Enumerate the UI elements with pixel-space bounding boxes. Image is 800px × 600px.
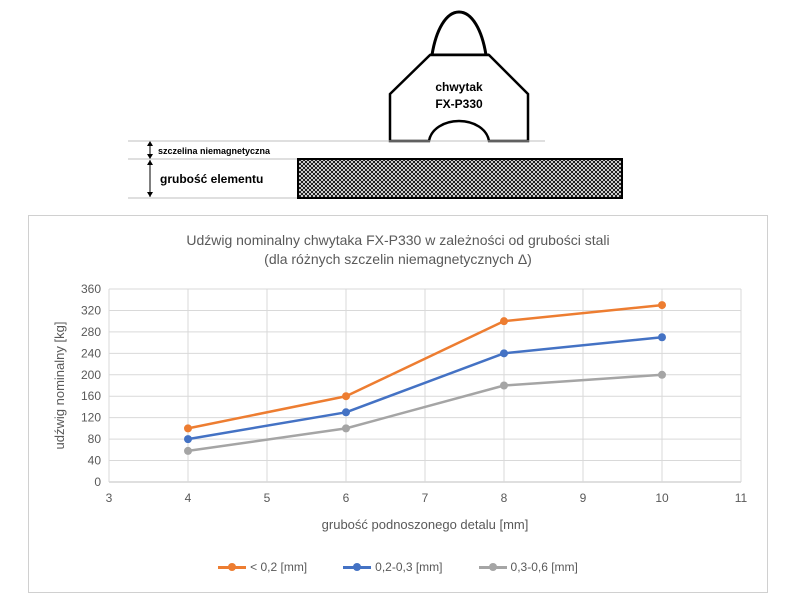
data-point bbox=[658, 333, 666, 342]
y-tick-label: 0 bbox=[94, 475, 101, 489]
legend-item-2: 0,2-0,3 [mm] bbox=[343, 560, 443, 574]
chart-title-line1: Udźwig nominalny chwytaka FX-P330 w zale… bbox=[186, 232, 610, 248]
legend-label: 0,2-0,3 [mm] bbox=[375, 560, 443, 574]
data-point bbox=[500, 317, 508, 326]
y-tick-label: 40 bbox=[88, 454, 102, 468]
line-chart: 0 40 80 120 160 200 240 280 320 360 3 4 5 6 7 8 9 10 11 gru… bbox=[52, 282, 748, 532]
data-point bbox=[342, 424, 350, 433]
y-tick-label: 360 bbox=[81, 282, 101, 296]
legend-label: < 0,2 [mm] bbox=[250, 560, 308, 574]
x-tick-label: 8 bbox=[501, 491, 508, 505]
legend-item-1: < 0,2 [mm] bbox=[218, 560, 307, 574]
x-axis-title: grubość podnoszonego detalu [mm] bbox=[322, 517, 529, 532]
data-point bbox=[500, 381, 508, 390]
data-point bbox=[658, 370, 666, 379]
y-tick-label: 120 bbox=[81, 411, 101, 425]
data-point bbox=[500, 349, 508, 358]
thickness-label: grubość elementu bbox=[160, 172, 263, 186]
y-tick-label: 160 bbox=[81, 389, 101, 403]
y-tick-label: 320 bbox=[81, 303, 101, 317]
legend-label: 0,3-0,6 [mm] bbox=[510, 560, 578, 574]
series-line-1 bbox=[187, 303, 663, 430]
chart-legend: < 0,2 [mm] 0,2-0,3 [mm] 0,3-0,6 [mm] bbox=[29, 560, 767, 574]
gap-arrow-down-icon bbox=[147, 154, 153, 159]
gripper-label-line1: chwytak bbox=[435, 80, 483, 94]
gripper-diagram: chwytak FX-P330 szczelina niemagnetyczna… bbox=[128, 10, 623, 199]
data-point bbox=[658, 301, 666, 310]
gripper-dome bbox=[430, 10, 488, 57]
y-tick-label: 80 bbox=[88, 432, 102, 446]
x-tick-label: 6 bbox=[343, 491, 350, 505]
data-point bbox=[184, 424, 192, 433]
series-line-2 bbox=[187, 336, 663, 441]
steel-element bbox=[297, 158, 623, 199]
legend-swatch-icon bbox=[478, 562, 507, 572]
legend-item-3: 0,3-0,6 [mm] bbox=[478, 560, 578, 574]
gap-label: szczelina niemagnetyczna bbox=[158, 146, 271, 156]
x-tick-label: 9 bbox=[580, 491, 587, 505]
data-point bbox=[342, 408, 350, 417]
legend-swatch-icon bbox=[343, 562, 372, 572]
gap-arrow-up-icon bbox=[147, 141, 153, 146]
x-tick-label: 7 bbox=[422, 491, 429, 505]
chart-title-line2: (dla różnych szczelin niemagnetycznych Δ… bbox=[264, 251, 532, 267]
x-tick-label: 3 bbox=[106, 491, 113, 505]
x-tick-label: 10 bbox=[655, 491, 669, 505]
thickness-arrow-down-icon bbox=[147, 192, 153, 197]
legend-swatch-icon bbox=[218, 562, 247, 572]
data-point bbox=[184, 446, 192, 455]
y-tick-label: 200 bbox=[81, 368, 101, 382]
gripper-label-line2: FX-P330 bbox=[435, 97, 483, 111]
series-line-3 bbox=[187, 373, 663, 453]
thickness-arrow-up-icon bbox=[147, 160, 153, 165]
chart-area: Udźwig nominalny chwytaka FX-P330 w zale… bbox=[28, 215, 768, 593]
x-tick-label: 11 bbox=[735, 491, 748, 505]
x-tick-label: 4 bbox=[185, 491, 192, 505]
data-point bbox=[184, 435, 192, 444]
x-tick-label: 5 bbox=[264, 491, 271, 505]
y-axis-title: udźwig nominalny [kg] bbox=[52, 322, 67, 450]
data-point bbox=[342, 392, 350, 401]
y-tick-label: 240 bbox=[81, 346, 101, 360]
y-tick-label: 280 bbox=[81, 325, 101, 339]
